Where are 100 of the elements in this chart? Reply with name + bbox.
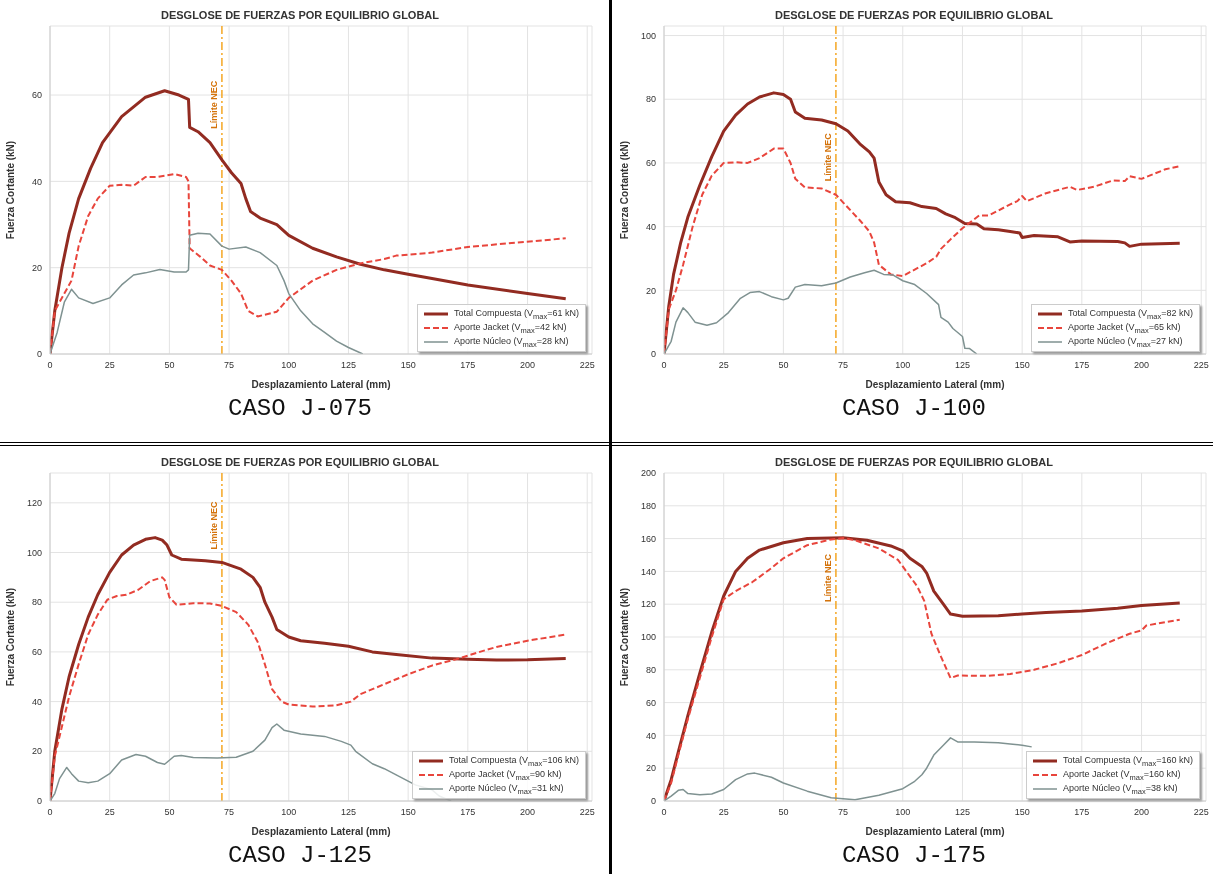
y-tick-label: 80 <box>645 664 656 675</box>
line-series <box>50 232 364 354</box>
x-tick-label: 200 <box>520 807 536 818</box>
y-tick-label: 120 <box>640 599 656 610</box>
line-series <box>664 269 978 354</box>
x-tick-label: 225 <box>1193 807 1209 818</box>
x-tick-label: 25 <box>104 360 115 371</box>
x-tick-label: 200 <box>1134 360 1150 371</box>
y-tick-label: 120 <box>26 498 42 509</box>
x-tick-label: 125 <box>340 807 356 818</box>
y-tick-label: 0 <box>650 349 656 360</box>
legend-label: Aporte Núcleo (V$_{max}$=27 kN) <box>1068 335 1183 349</box>
x-tick-label: 100 <box>281 807 297 818</box>
x-tick-label: 0 <box>661 807 667 818</box>
x-tick-label: 225 <box>579 807 595 818</box>
y-tick-label: 40 <box>31 696 42 707</box>
y-tick-label: 20 <box>31 746 42 757</box>
x-tick-label: 125 <box>954 360 970 371</box>
y-tick-label: 60 <box>645 697 656 708</box>
y-tick-label: 60 <box>31 647 42 658</box>
x-tick-label: 100 <box>895 807 911 818</box>
x-tick-label: 50 <box>164 807 175 818</box>
x-tick-label: 150 <box>400 360 416 371</box>
chart-title: DESGLOSE DE FUERZAS POR EQUILIBRIO GLOBAL <box>159 455 441 469</box>
y-tick-label: 0 <box>36 796 42 807</box>
legend-label: Aporte Jacket (V$_{max}$=90 kN) <box>449 768 562 782</box>
x-tick-label: 225 <box>579 360 595 371</box>
x-tick-label: 175 <box>460 807 476 818</box>
x-tick-label: 75 <box>224 360 235 371</box>
ref-line-label: Límite NEC <box>208 500 219 550</box>
legend-label: Aporte Jacket (V$_{max}$=65 kN) <box>1068 321 1181 335</box>
x-tick-label: 175 <box>460 360 476 371</box>
y-tick-label: 20 <box>645 285 656 296</box>
y-tick-label: 0 <box>36 349 42 360</box>
x-tick-label: 25 <box>718 360 729 371</box>
y-tick-label: 100 <box>640 632 656 643</box>
y-tick-label: 60 <box>31 90 42 101</box>
x-tick-label: 200 <box>1134 807 1150 818</box>
x-tick-label: 0 <box>47 807 53 818</box>
legend-label: Aporte Jacket (V$_{max}$=160 kN) <box>1063 768 1181 782</box>
x-axis-title: Desplazamiento Lateral (mm) <box>865 379 1005 390</box>
legend-label: Aporte Núcleo (V$_{max}$=28 kN) <box>454 335 569 349</box>
y-tick-label: 180 <box>640 500 656 511</box>
legend-label: Total Compuesta (V$_{max}$=82 kN) <box>1068 307 1193 321</box>
x-tick-label: 225 <box>1193 360 1209 371</box>
y-tick-label: 40 <box>645 730 656 741</box>
y-axis-title: Fuerza Cortante (kN) <box>618 587 630 687</box>
y-tick-label: 60 <box>645 158 656 169</box>
x-tick-label: 150 <box>400 807 416 818</box>
x-tick-label: 75 <box>224 807 235 818</box>
x-tick-label: 150 <box>1014 360 1030 371</box>
y-tick-label: 160 <box>640 533 656 544</box>
line-series <box>664 737 1033 801</box>
y-tick-label: 200 <box>640 468 656 479</box>
x-tick-label: 125 <box>340 360 356 371</box>
ref-line-label: Límite NEC <box>822 132 833 182</box>
x-tick-label: 175 <box>1074 360 1090 371</box>
x-tick-label: 0 <box>47 360 53 371</box>
legend-label: Aporte Jacket (V$_{max}$=42 kN) <box>454 321 567 335</box>
ref-line-label: Límite NEC <box>822 553 833 602</box>
text: CASO J-125 <box>227 841 373 871</box>
x-tick-label: 75 <box>838 807 849 818</box>
x-tick-label: 125 <box>954 807 970 818</box>
y-axis-title: Fuerza Cortante (kN) <box>4 587 16 687</box>
x-tick-label: 100 <box>895 360 911 371</box>
x-tick-label: 75 <box>838 360 849 371</box>
y-tick-label: 80 <box>645 94 656 105</box>
x-tick-label: 175 <box>1074 807 1090 818</box>
ref-line-label: Límite NEC <box>208 80 219 129</box>
chart-title: DESGLOSE DE FUERZAS POR EQUILIBRIO GLOBAL <box>159 8 441 22</box>
x-tick-label: 25 <box>104 807 115 818</box>
y-tick-label: 80 <box>31 597 42 608</box>
text: CASO J-075 <box>227 394 373 424</box>
y-axis-title: Fuerza Cortante (kN) <box>4 140 16 240</box>
y-tick-label: 100 <box>640 30 656 41</box>
legend-label: Total Compuesta (V$_{max}$=160 kN) <box>1063 754 1193 768</box>
x-tick-label: 200 <box>520 360 536 371</box>
chart-title: DESGLOSE DE FUERZAS POR EQUILIBRIO GLOBAL <box>773 8 1055 22</box>
legend-label: Total Compuesta (V$_{max}$=61 kN) <box>454 307 579 321</box>
y-tick-label: 20 <box>31 262 42 273</box>
x-tick-label: 150 <box>1014 807 1030 818</box>
x-tick-label: 25 <box>718 807 729 818</box>
x-axis-title: Desplazamiento Lateral (mm) <box>251 826 391 837</box>
x-axis-title: Desplazamiento Lateral (mm) <box>865 826 1005 837</box>
y-tick-label: 40 <box>645 221 656 232</box>
y-tick-label: 0 <box>650 796 656 807</box>
legend-label: Total Compuesta (V$_{max}$=106 kN) <box>449 754 579 768</box>
x-tick-label: 0 <box>661 360 667 371</box>
x-axis-title: Desplazamiento Lateral (mm) <box>251 379 391 390</box>
legend-label: Aporte Núcleo (V$_{max}$=31 kN) <box>449 782 564 796</box>
text: CASO J-175 <box>841 841 987 871</box>
y-tick-label: 140 <box>640 566 656 577</box>
y-tick-label: 40 <box>31 176 42 187</box>
y-tick-label: 100 <box>26 547 42 558</box>
chart-title: DESGLOSE DE FUERZAS POR EQUILIBRIO GLOBAL <box>773 455 1055 469</box>
legend-label: Aporte Núcleo (V$_{max}$=38 kN) <box>1063 782 1178 796</box>
x-tick-label: 100 <box>281 360 297 371</box>
y-tick-label: 20 <box>645 763 656 774</box>
x-tick-label: 50 <box>164 360 175 371</box>
y-axis-title: Fuerza Cortante (kN) <box>618 140 630 240</box>
